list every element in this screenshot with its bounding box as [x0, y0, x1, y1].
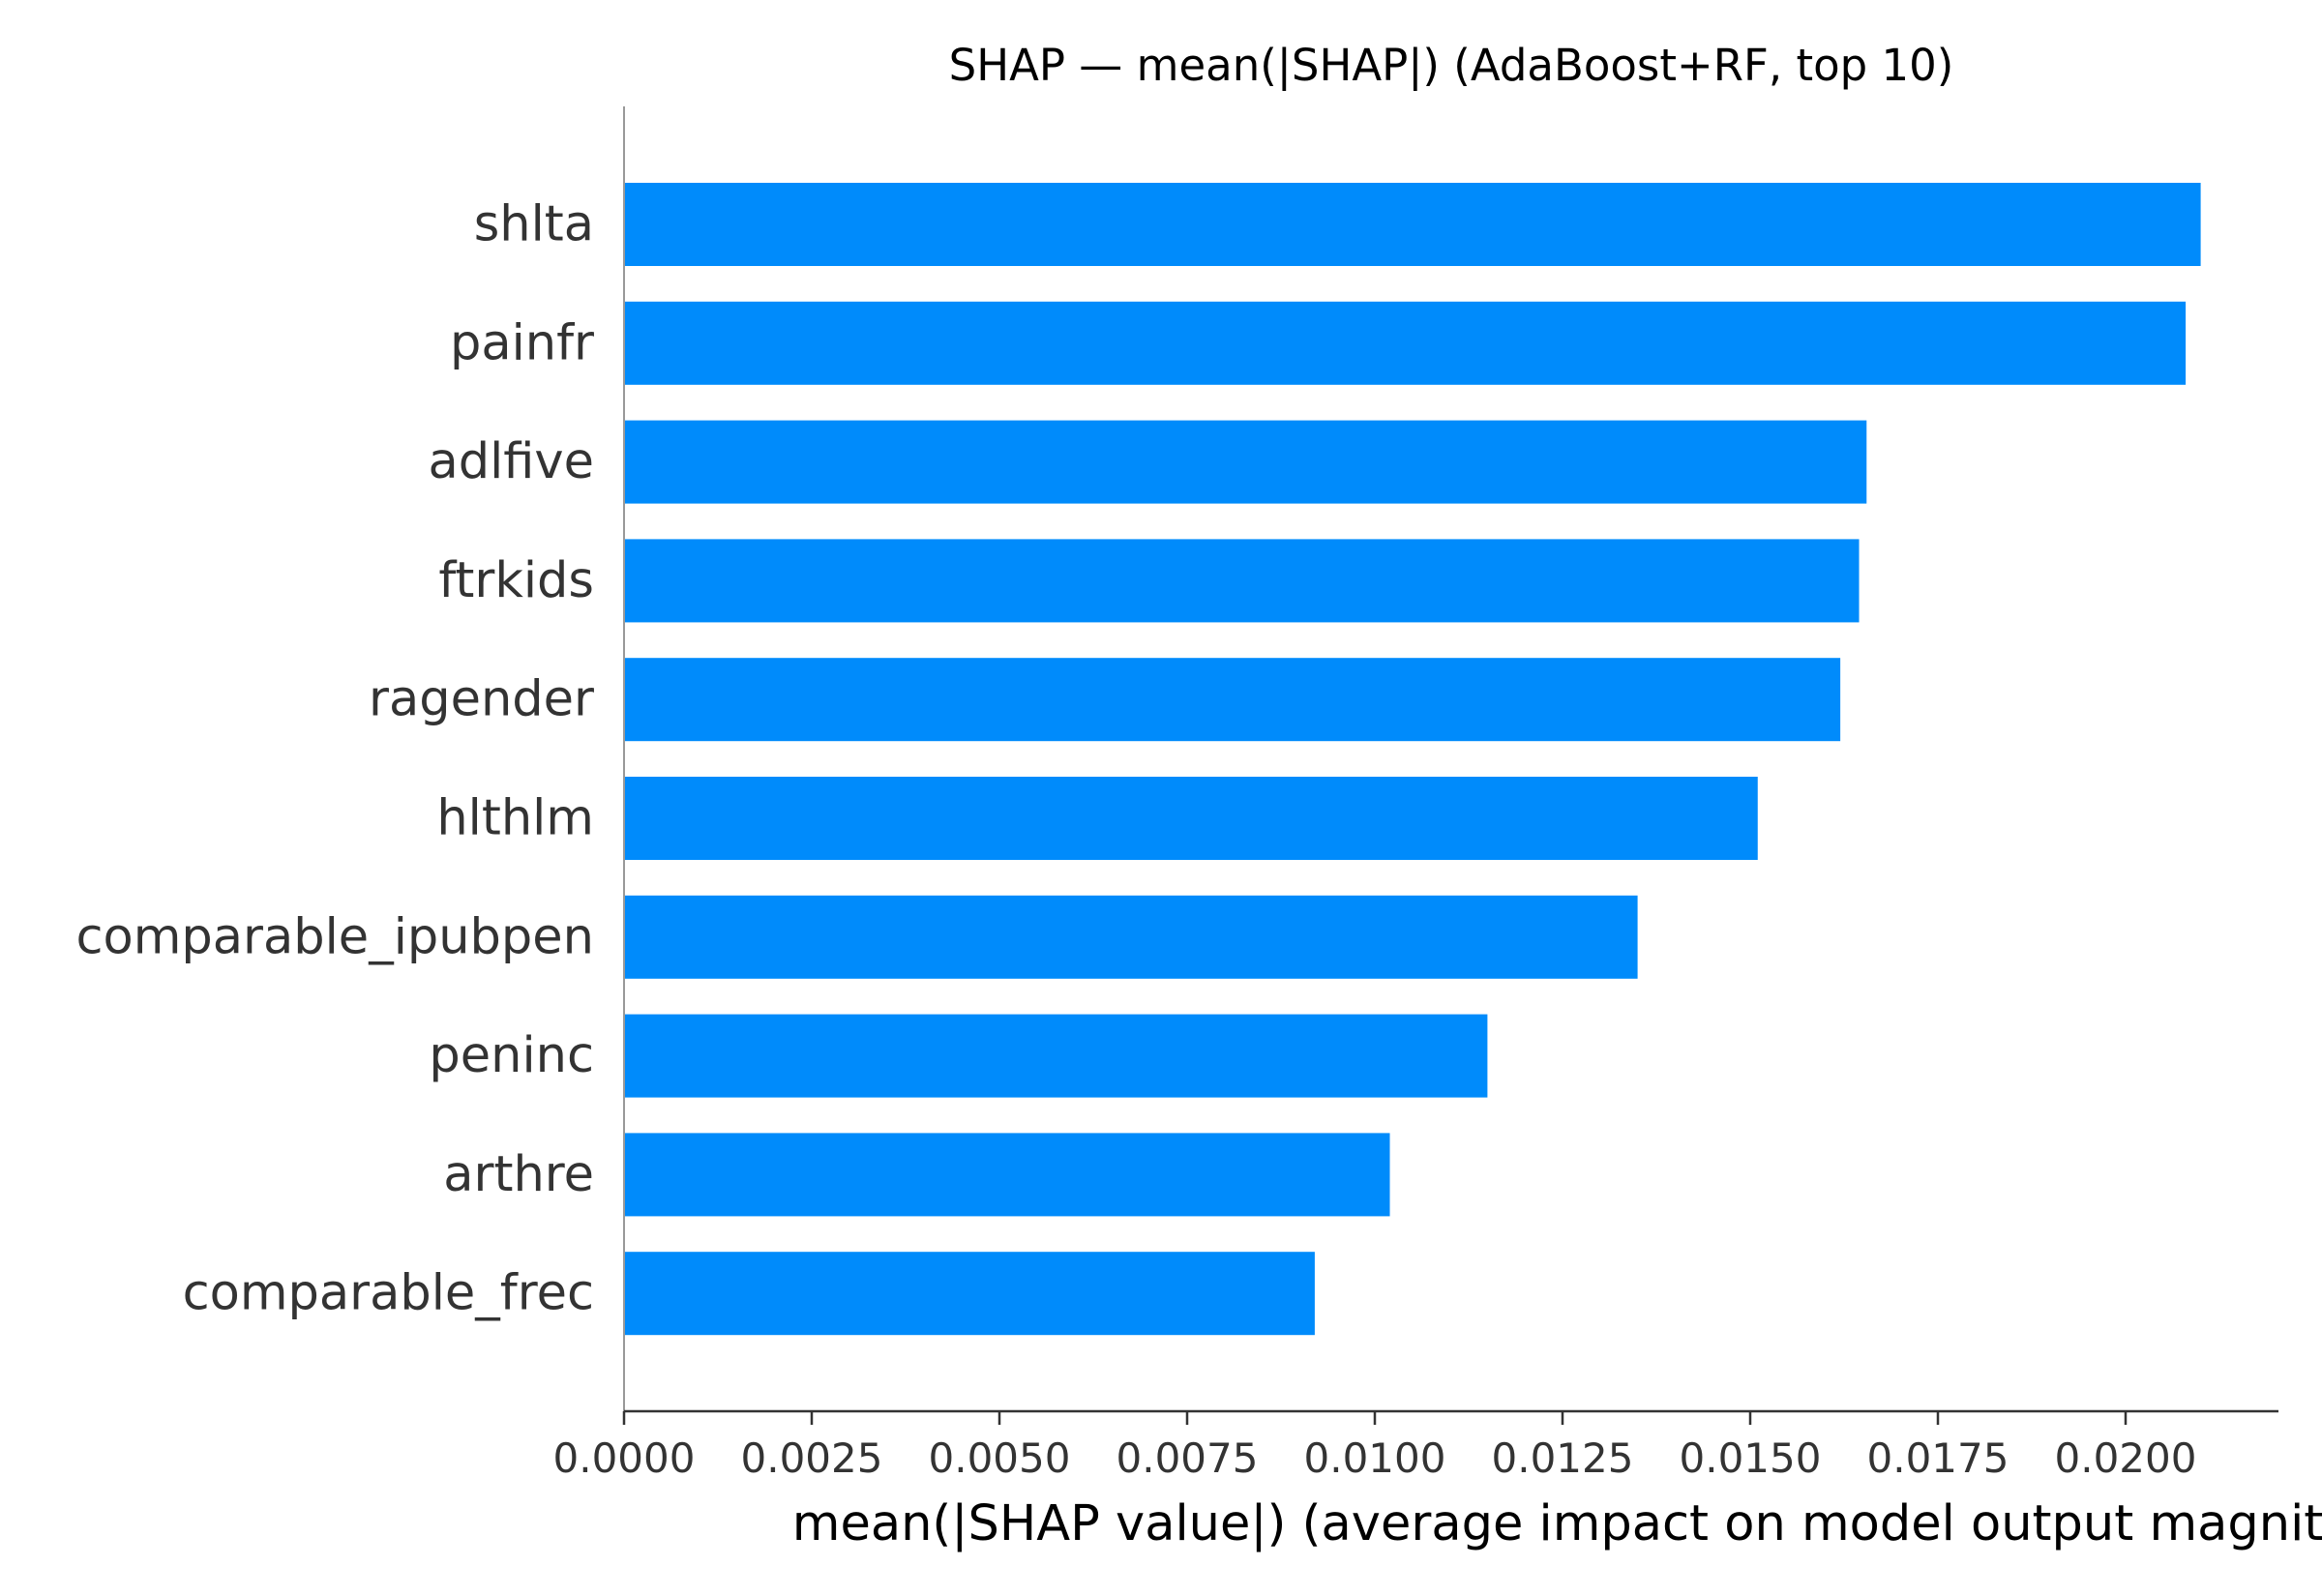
bar-hlthlm: [624, 777, 1758, 860]
x-tick-label: 0.0075: [1116, 1434, 1259, 1482]
x-tick-label: 0.0125: [1492, 1434, 1634, 1482]
category-label-hlthlm: hlthlm: [436, 790, 594, 847]
x-tick-label: 0.0050: [929, 1434, 1071, 1482]
category-label-adlfive: adlfive: [429, 433, 594, 490]
category-labels-group: shlta painfr adlfive ftrkids ragender hlthlm c…: [76, 196, 595, 1322]
category-label-shlta: shlta: [474, 196, 594, 253]
category-label-peninc: peninc: [429, 1027, 594, 1084]
x-tick-label: 0.0025: [741, 1434, 883, 1482]
bars-group: [624, 183, 2201, 1336]
bar-shlta: [624, 183, 2201, 266]
bar-adlfive: [624, 420, 1867, 504]
x-tick-label: 0.0175: [1867, 1434, 2009, 1482]
category-label-arthre: arthre: [443, 1146, 594, 1203]
x-tick-label: 0.0200: [2055, 1434, 2197, 1482]
x-tick-label: 0.0100: [1304, 1434, 1446, 1482]
category-label-comparable_ipubpen: comparable_ipubpen: [76, 908, 595, 965]
bar-ragender: [624, 658, 1841, 742]
x-axis-label: mean(|SHAP value|) (average impact on mo…: [792, 1495, 2322, 1552]
category-label-ftrkids: ftrkids: [438, 552, 594, 609]
bar-comparable_ipubpen: [624, 895, 1638, 979]
category-label-painfr: painfr: [450, 314, 594, 371]
chart-title: SHAP — mean(|SHAP|) (AdaBoost+RF, top 10…: [949, 40, 1954, 91]
x-ticks-group: 0.0000 0.0025 0.0050 0.0075 0.0100 0.0125 0.01…: [553, 1411, 2197, 1482]
x-tick-label: 0.0000: [553, 1434, 696, 1482]
bar-peninc: [624, 1014, 1488, 1098]
x-tick-label: 0.0150: [1680, 1434, 1822, 1482]
bar-arthre: [624, 1133, 1390, 1217]
bar-comparable_frec: [624, 1252, 1315, 1336]
bar-ftrkids: [624, 539, 1860, 623]
category-label-comparable_frec: comparable_frec: [183, 1265, 594, 1322]
category-label-ragender: ragender: [369, 671, 594, 728]
bar-painfr: [624, 301, 2187, 385]
